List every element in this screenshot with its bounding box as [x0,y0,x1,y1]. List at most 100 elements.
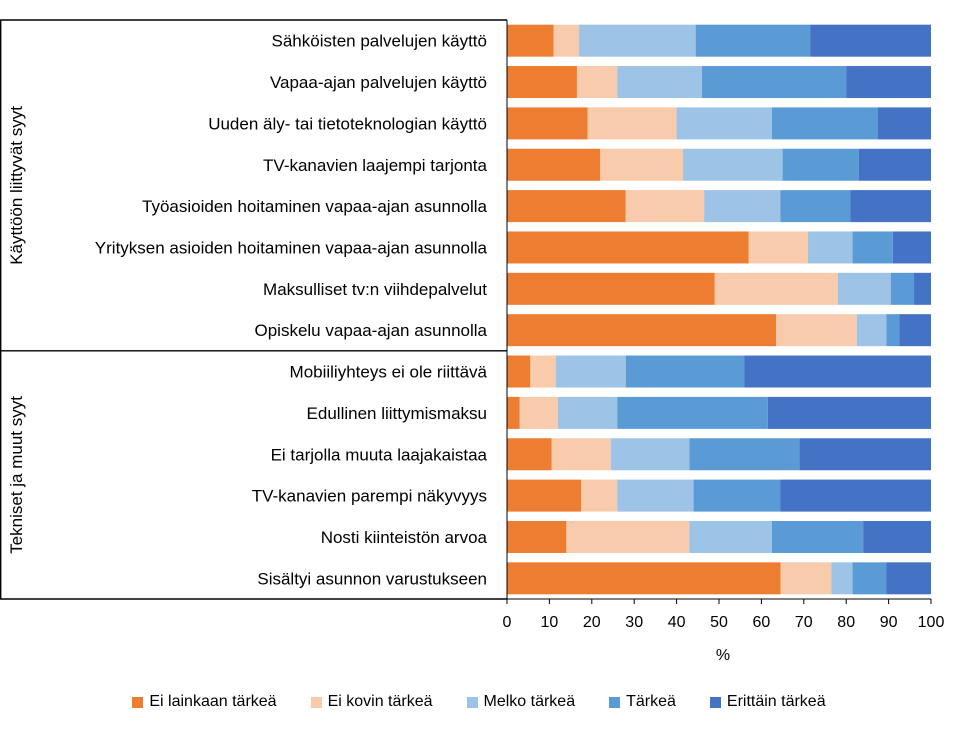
bar-segment [689,520,772,553]
legend-swatch [709,696,721,708]
x-tick-label: 50 [710,614,728,631]
bar-segment [507,438,552,471]
legend-item: Tärkeä [609,693,676,711]
bar-segment [676,107,772,140]
bars-layer [507,24,931,595]
group-frame [0,19,507,600]
bar-segment [748,231,809,264]
category-label: Työasioiden hoitaminen vapaa-ajan asunno… [142,197,488,216]
bar-segment [878,107,931,140]
bar-segment [886,562,931,595]
stacked-bar-chart: 0 10 20 30 40 50 60 70 80 90 100% Sähköisten palve… [0,19,945,664]
bar-segment [772,107,878,140]
category-label: Maksulliset tv:n viihdepalvelut [263,280,487,299]
legend-swatch [609,696,621,708]
category-label: Yrityksen asioiden hoitaminen vapaa-ajan… [95,238,488,257]
bar-segment [863,520,931,553]
bar-segment [617,479,694,512]
bar-segment [856,314,887,347]
bar-segment [780,479,931,512]
bar-segment [507,66,577,99]
legend-label: Melko tärkeä [483,693,576,710]
bar-segment [714,272,838,305]
group-label: Tekniset ja muut syyt [7,396,26,554]
x-tick-label: 0 [503,614,512,631]
bar-segment [837,272,891,305]
bar-segment [600,148,683,181]
legend-item: Ei kovin tärkeä [310,693,433,711]
bar-segment [617,66,703,99]
bar-segment [576,66,618,99]
labels-layer: Sähköisten palvelujen käyttö Vapaa-ajan p… [7,32,488,589]
bar-segment [625,355,745,388]
bar-segment [689,438,800,471]
bar-segment [553,24,580,57]
legend-swatch [466,696,478,708]
bar-segment [551,438,611,471]
x-axis-title: % [716,647,730,664]
legend-item: Melko tärkeä [466,693,576,711]
x-tick-label: 30 [625,614,643,631]
bar-segment [507,314,777,347]
bar-segment [702,66,847,99]
bar-segment [507,520,567,553]
bar-segment [507,190,626,223]
bar-segment [566,520,690,553]
bar-segment [507,107,588,140]
bar-segment [507,24,554,57]
legend-swatch [310,696,322,708]
category-label: Opiskelu vapaa-ajan asunnolla [255,321,488,340]
legend-label: Ei lainkaan tärkeä [149,693,277,710]
bar-segment [808,231,853,264]
bar-segment [682,148,783,181]
bar-segment [831,562,853,595]
bar-segment [581,479,618,512]
x-tick-label: 70 [795,614,813,631]
bar-segment [744,355,931,388]
bar-segment [625,190,705,223]
legend-label: Ei kovin tärkeä [327,693,433,710]
x-tick-label: 100 [918,614,945,631]
x-tick-label: 40 [668,614,686,631]
bar-segment [519,396,558,429]
bar-segment [507,355,531,388]
bar-segment [780,562,832,595]
legend-label: Erittäin tärkeä [726,693,826,710]
group-label: Käyttöön liittyvät syyt [7,106,26,265]
bar-segment [858,148,931,181]
bar-segment [799,438,931,471]
category-label: Sähköisten palvelujen käyttö [272,32,487,51]
bar-segment [507,231,749,264]
bar-segment [695,24,811,57]
category-label: Sisältyi asunnon varustukseen [257,569,487,588]
bar-segment [767,396,931,429]
bar-segment [579,24,696,57]
category-label: Edullinen liittymismaksu [307,404,487,423]
bar-segment [846,66,931,99]
category-label: Ei tarjolla muuta laajakaistaa [271,445,488,464]
bar-segment [507,272,715,305]
category-label: TV-kanavien parempi näkyvyys [252,487,487,506]
bar-segment [587,107,677,140]
bar-segment [555,355,626,388]
bar-segment [780,190,851,223]
legend-label: Tärkeä [626,693,676,710]
bar-segment [610,438,690,471]
x-tick-label: 90 [880,614,898,631]
legend-item: Erittäin tärkeä [709,693,826,711]
bar-segment [892,231,931,264]
legend-swatch [132,696,144,708]
bar-segment [507,396,520,429]
bar-segment [507,148,601,181]
legend: Ei lainkaan tärkeä Ei kovin tärkeä Melko t… [0,693,958,711]
bar-segment [530,355,556,388]
x-tick-label: 10 [541,614,559,631]
bar-segment [704,190,781,223]
bar-segment [852,231,893,264]
bar-segment [810,24,931,57]
bar-segment [772,520,864,553]
bar-segment [557,396,618,429]
bar-segment [850,190,931,223]
bar-segment [914,272,931,305]
x-tick-label: 80 [837,614,855,631]
